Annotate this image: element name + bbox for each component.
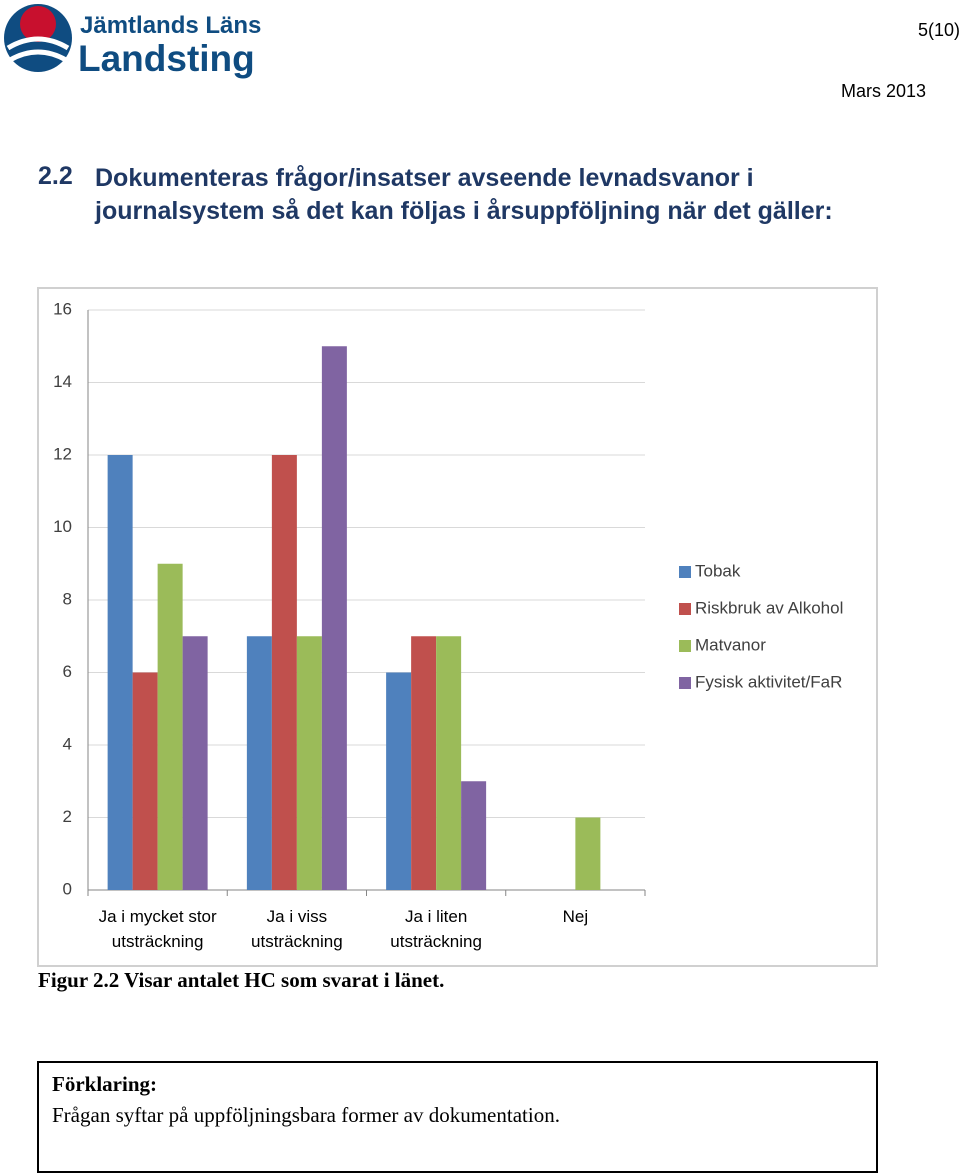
legend-label: Fysisk aktivitet/FaR — [695, 672, 842, 691]
heading-text: Dokumenteras frågor/insatser avseende le… — [95, 164, 833, 225]
bar — [321, 346, 347, 890]
y-tick-label: 8 — [63, 589, 72, 608]
bar — [271, 455, 297, 890]
bar — [246, 636, 272, 890]
bar — [182, 636, 208, 890]
x-tick-label: Ja i liten utsträckning — [390, 907, 482, 951]
figure-caption: Figur 2.2 Visar antalet HC som svarat i … — [38, 968, 445, 992]
bar — [436, 636, 462, 890]
bar — [461, 781, 487, 890]
legend-swatch — [679, 566, 691, 578]
heading-number: 2.2 — [38, 162, 73, 190]
legend-label: Tobak — [695, 561, 741, 580]
box-title: Förklaring: — [52, 1072, 157, 1096]
explanation-box — [37, 1061, 878, 1173]
y-tick-label: 2 — [63, 807, 72, 826]
date: Mars 2013 — [840, 81, 926, 101]
y-tick-label: 4 — [63, 734, 72, 753]
logo-line2: Landsting — [78, 38, 255, 79]
x-tick-label: Nej — [562, 907, 589, 926]
page-number: 5(10) — [917, 20, 960, 40]
legend-swatch — [679, 640, 691, 652]
bar — [296, 636, 322, 890]
bar — [386, 672, 412, 890]
bar — [132, 672, 158, 890]
bar — [575, 817, 601, 890]
x-tick-label: Ja i viss utsträckning — [251, 907, 343, 951]
logo-line1: Jämtlands Läns — [80, 12, 262, 39]
y-tick-label: 16 — [53, 299, 72, 318]
bar — [411, 636, 437, 890]
legend-label: Matvanor — [695, 635, 766, 654]
legend-label: Riskbruk av Alkohol — [695, 598, 843, 617]
bar — [157, 563, 183, 890]
logo-icon — [4, 4, 72, 72]
chart-frame — [37, 287, 878, 967]
y-tick-label: 10 — [53, 517, 72, 536]
y-tick-label: 6 — [63, 662, 72, 681]
bar — [107, 455, 133, 890]
legend-swatch — [679, 603, 691, 615]
y-tick-label: 0 — [63, 879, 72, 898]
y-tick-label: 12 — [53, 444, 72, 463]
legend-swatch — [679, 677, 691, 689]
box-text: Frågan syftar på uppföljningsbara former… — [52, 1103, 560, 1127]
x-tick-label: Ja i mycket stor utsträckning — [98, 907, 217, 951]
y-tick-label: 14 — [53, 372, 72, 391]
